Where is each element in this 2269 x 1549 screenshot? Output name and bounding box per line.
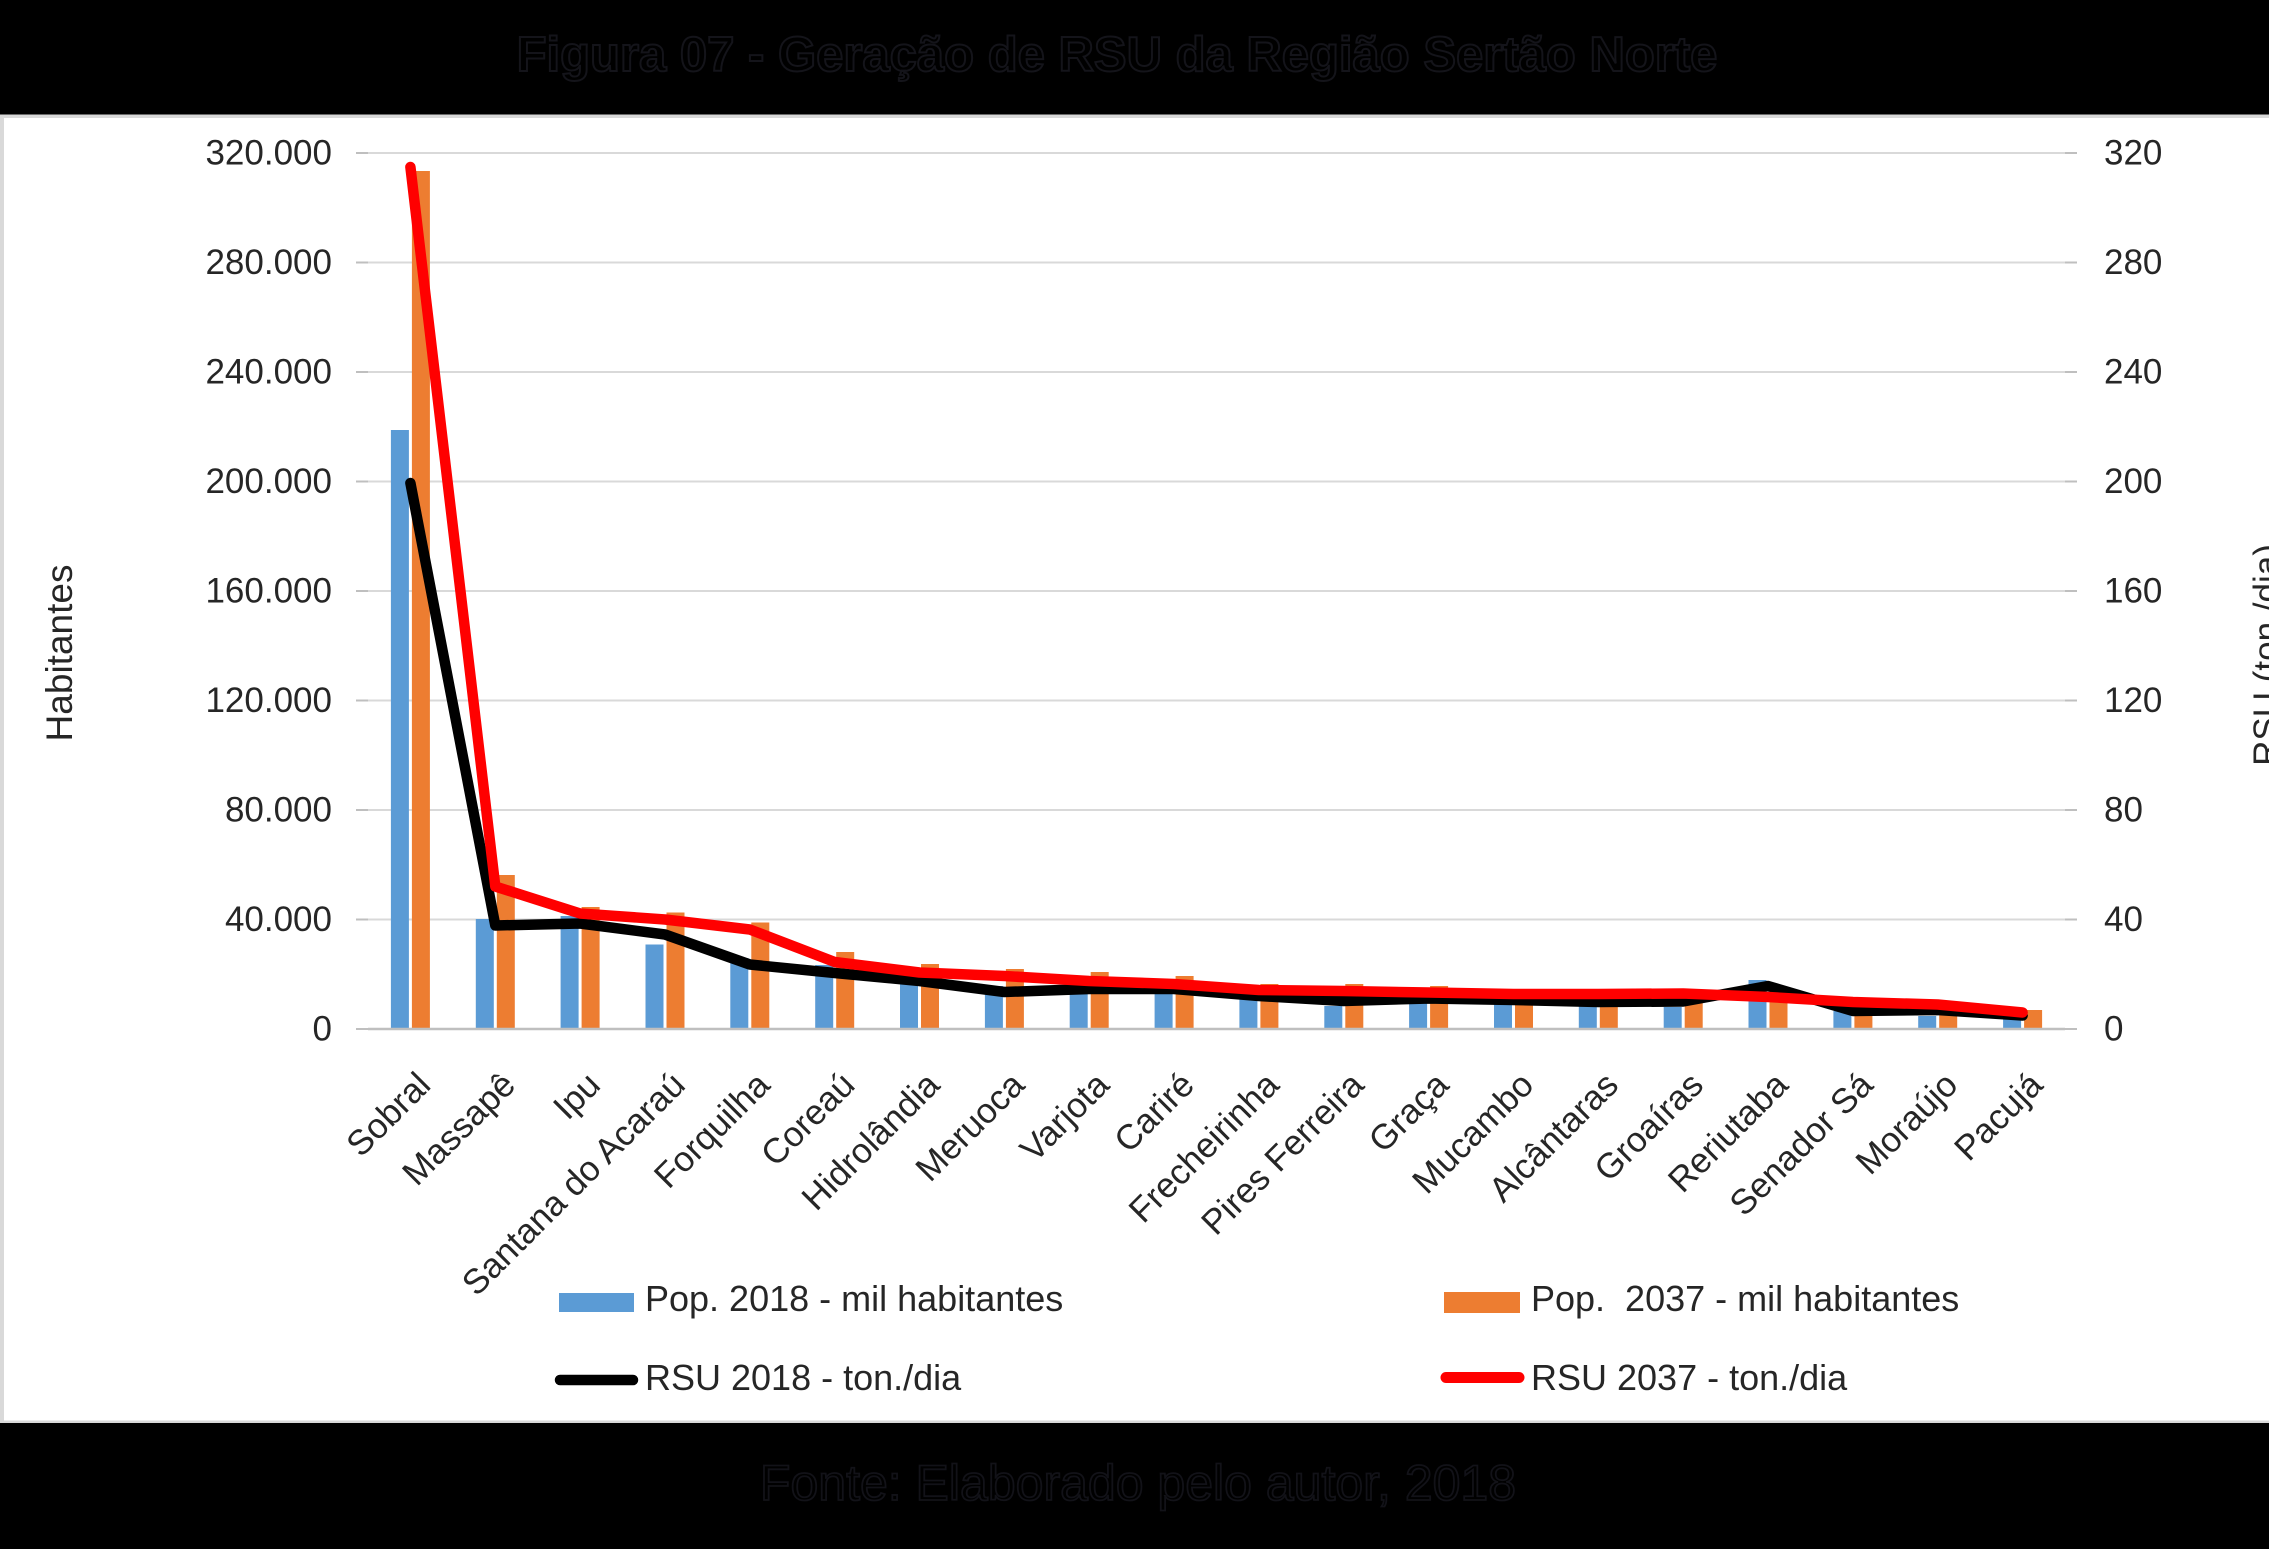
svg-text:120.000: 120.000 (205, 681, 332, 720)
svg-text:280.000: 280.000 (205, 243, 332, 282)
svg-text:80.000: 80.000 (225, 791, 332, 830)
svg-text:200.000: 200.000 (205, 462, 332, 501)
svg-text:160.000: 160.000 (205, 572, 332, 611)
svg-text:240: 240 (2104, 353, 2162, 392)
svg-text:80: 80 (2104, 791, 2143, 830)
svg-text:40.000: 40.000 (225, 900, 332, 939)
svg-text:Fonte: Elaborado pelo autor, 2: Fonte: Elaborado pelo autor, 2018 (760, 1455, 1516, 1511)
svg-text:0: 0 (2104, 1010, 2123, 1049)
svg-text:120: 120 (2104, 681, 2162, 720)
svg-text:160: 160 (2104, 572, 2162, 611)
svg-text:RSU (ton./dia): RSU (ton./dia) (2247, 544, 2269, 766)
svg-text:320: 320 (2104, 134, 2162, 173)
svg-text:320.000: 320.000 (205, 134, 332, 173)
svg-text:Figura 07 - Geração de RSU da: Figura 07 - Geração de RSU da Região Ser… (517, 28, 1718, 82)
svg-text:240.000: 240.000 (205, 353, 332, 392)
svg-text:280: 280 (2104, 243, 2162, 282)
svg-text:Pop. 2037 - mil habitantes: Pop. 2037 - mil habitantes (1531, 1278, 1959, 1319)
svg-text:RSU 2018 - ton./dia: RSU 2018 - ton./dia (645, 1357, 962, 1398)
svg-text:Pop. 2018 - mil habitantes: Pop. 2018 - mil habitantes (645, 1278, 1063, 1319)
svg-text:40: 40 (2104, 900, 2143, 939)
svg-text:Habitantes: Habitantes (39, 565, 80, 742)
svg-text:RSU 2037 - ton./dia: RSU 2037 - ton./dia (1531, 1357, 1848, 1398)
svg-text:0: 0 (313, 1010, 332, 1049)
svg-text:200: 200 (2104, 462, 2162, 501)
